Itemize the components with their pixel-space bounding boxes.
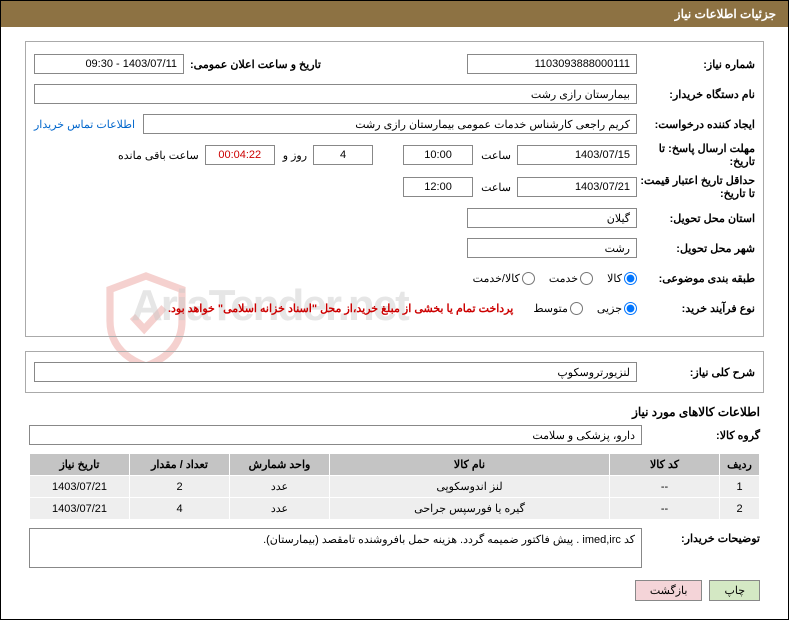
cell-name: گیره یا فورسپس جراحی — [330, 498, 610, 520]
validity-date-field — [517, 177, 637, 197]
form-panel: شماره نیاز: تاریخ و ساعت اعلان عمومی: نا… — [25, 41, 764, 337]
goods-section-title: اطلاعات کالاهای مورد نیاز — [1, 405, 760, 419]
header-title: جزئیات اطلاعات نیاز — [675, 7, 776, 21]
page-container: AriaTender.net جزئیات اطلاعات نیاز شماره… — [0, 0, 789, 620]
buyer-org-label: نام دستگاه خریدار: — [637, 88, 755, 101]
city-label: شهر محل تحویل: — [637, 242, 755, 255]
th-row: ردیف — [720, 454, 760, 476]
need-number-field — [467, 54, 637, 74]
th-unit: واحد شمارش — [230, 454, 330, 476]
goods-group-row: گروه کالا: — [29, 425, 760, 445]
announce-date-label: تاریخ و ساعت اعلان عمومی: — [190, 58, 321, 71]
table-row: 1 -- لنز اندوسکوپی عدد 2 1403/07/21 — [30, 476, 760, 498]
time-label-1: ساعت — [481, 149, 511, 162]
cell-unit: عدد — [230, 498, 330, 520]
button-row: چاپ بازگشت — [29, 576, 760, 601]
announce-date-field — [34, 54, 184, 74]
th-qty: تعداد / مقدار — [130, 454, 230, 476]
cell-date: 1403/07/21 — [30, 498, 130, 520]
th-name: نام کالا — [330, 454, 610, 476]
validity-time-field — [403, 177, 473, 197]
cell-n: 2 — [720, 498, 760, 520]
deadline-label: مهلت ارسال پاسخ: تا تاریخ: — [637, 142, 755, 168]
print-button[interactable]: چاپ — [709, 580, 760, 601]
time-remaining-field — [205, 145, 275, 165]
deadline-date-field — [517, 145, 637, 165]
radio-medium-label: متوسط — [533, 302, 568, 315]
goods-table: ردیف کد کالا نام کالا واحد شمارش تعداد /… — [29, 453, 760, 520]
cell-code: -- — [610, 498, 720, 520]
requester-label: ایجاد کننده درخواست: — [637, 118, 755, 131]
cell-qty: 4 — [130, 498, 230, 520]
province-label: استان محل تحویل: — [637, 212, 755, 225]
goods-group-field — [29, 425, 642, 445]
deadline-time-field — [403, 145, 473, 165]
radio-medium[interactable] — [570, 302, 583, 315]
validity-label: حداقل تاریخ اعتبار قیمت: تا تاریخ: — [637, 174, 755, 200]
time-label-2: ساعت — [481, 181, 511, 194]
radio-small[interactable] — [624, 302, 637, 315]
radio-kala-label: کالا — [607, 272, 622, 285]
buyer-contact-link[interactable]: اطلاعات تماس خریدار — [34, 118, 135, 131]
table-row: 2 -- گیره یا فورسپس جراحی عدد 4 1403/07/… — [30, 498, 760, 520]
days-remaining-field — [313, 145, 373, 165]
header-title-bar: جزئیات اطلاعات نیاز — [1, 1, 788, 27]
remaining-label: ساعت باقی مانده — [118, 149, 199, 162]
th-code: کد کالا — [610, 454, 720, 476]
need-number-label: شماره نیاز: — [637, 58, 755, 71]
cell-name: لنز اندوسکوپی — [330, 476, 610, 498]
buyer-notes-label: توضیحات خریدار: — [642, 528, 760, 545]
buyer-org-field — [34, 84, 637, 104]
requester-field — [143, 114, 637, 134]
city-field — [467, 238, 637, 258]
radio-both-label: کالا/خدمت — [473, 272, 520, 285]
description-panel: شرح کلی نیاز: — [25, 351, 764, 393]
process-note: پرداخت تمام یا بخشی از مبلغ خرید،از محل … — [168, 302, 513, 315]
days-and-label: روز و — [283, 149, 307, 162]
radio-khedmat-label: خدمت — [549, 272, 578, 285]
cell-code: -- — [610, 476, 720, 498]
process-label: نوع فرآیند خرید: — [637, 302, 755, 315]
desc-label: شرح کلی نیاز: — [637, 366, 755, 379]
cell-unit: عدد — [230, 476, 330, 498]
cell-date: 1403/07/21 — [30, 476, 130, 498]
goods-group-label: گروه کالا: — [642, 429, 760, 442]
radio-kala[interactable] — [624, 272, 637, 285]
radio-both[interactable] — [522, 272, 535, 285]
cell-n: 1 — [720, 476, 760, 498]
th-date: تاریخ نیاز — [30, 454, 130, 476]
buyer-notes-field: کد imed,irc . پیش فاکتور ضمیمه گردد. هزی… — [29, 528, 642, 568]
radio-khedmat[interactable] — [580, 272, 593, 285]
radio-small-label: جزیی — [597, 302, 622, 315]
category-label: طبقه بندی موضوعی: — [637, 272, 755, 285]
back-button[interactable]: بازگشت — [635, 580, 703, 601]
desc-field — [34, 362, 637, 382]
cell-qty: 2 — [130, 476, 230, 498]
goods-table-wrap: ردیف کد کالا نام کالا واحد شمارش تعداد /… — [29, 453, 760, 520]
buyer-notes-row: توضیحات خریدار: کد imed,irc . پیش فاکتور… — [29, 528, 760, 568]
province-field — [467, 208, 637, 228]
